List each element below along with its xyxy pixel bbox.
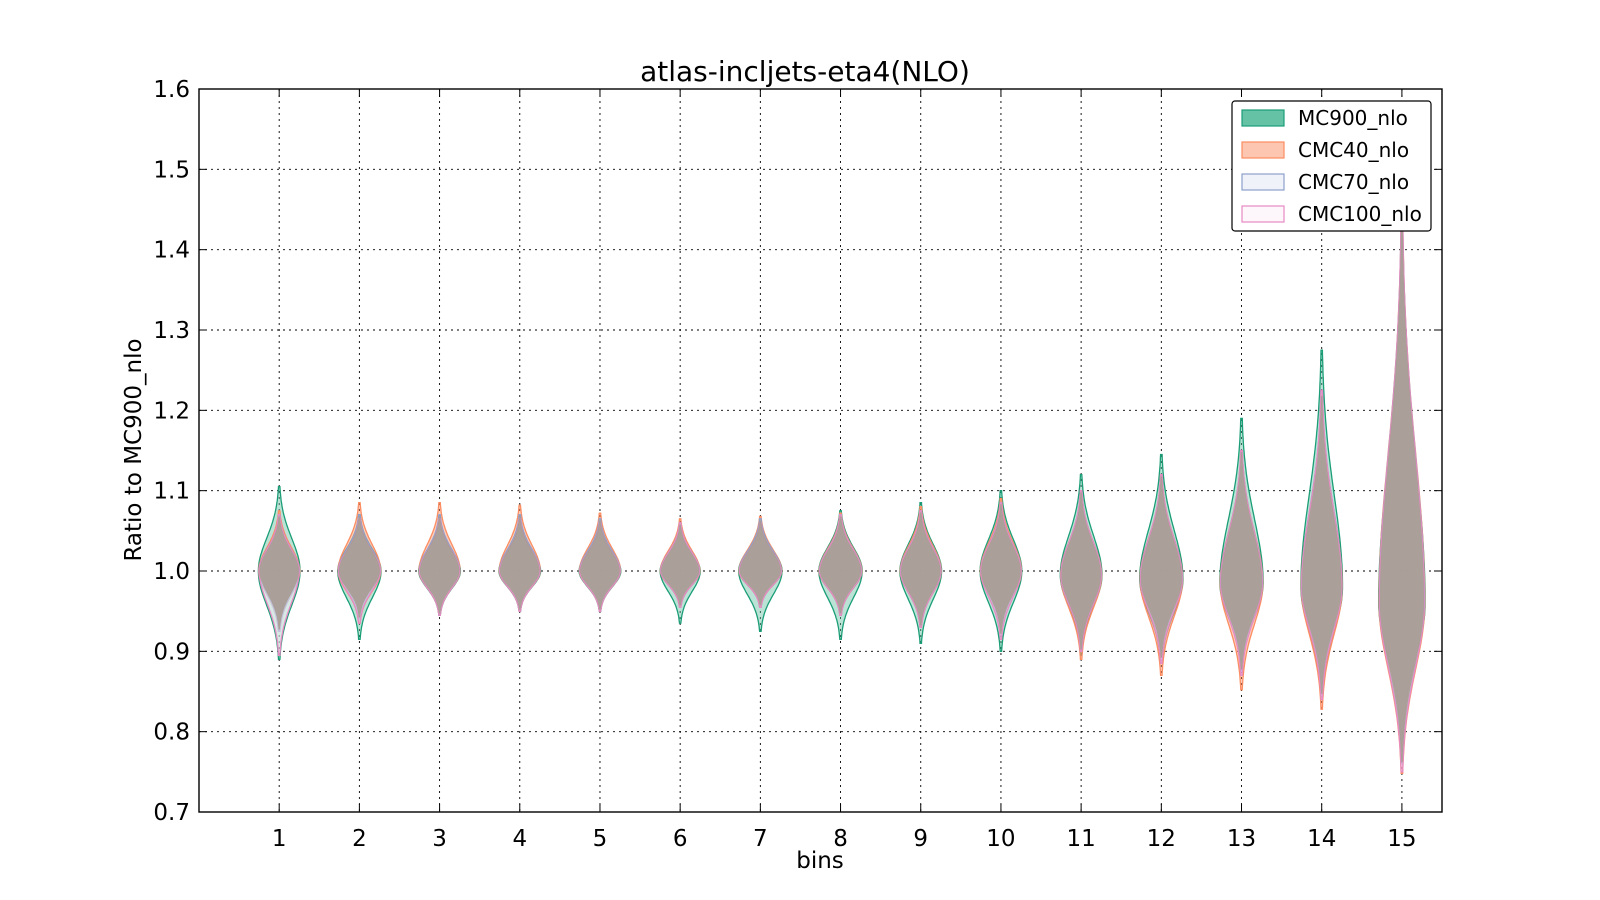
y-tick-label: 1.5: [153, 157, 190, 183]
legend-swatch: [1241, 141, 1285, 159]
x-tick-label: 2: [352, 826, 367, 852]
y-tick-label: 1.4: [153, 238, 190, 264]
violin-overlap-bin-1: [259, 516, 299, 630]
x-tick-label: 12: [1147, 826, 1176, 852]
y-tick-label: 1.1: [153, 479, 190, 505]
plot-frame: [198, 88, 1443, 813]
violin-overlap-bin-6: [661, 524, 700, 606]
violin-overlap-bin-9: [900, 512, 941, 626]
violin-overlap-bin-4: [500, 516, 540, 610]
legend-swatch: [1241, 109, 1285, 127]
y-tick-label: 1.3: [153, 318, 190, 344]
y-axis-ticks: 0.7 0.8 0.9 1.0 1.1 1.2 1.3 1.4 1.5 1.6: [153, 77, 1442, 826]
legend-swatch: [1241, 205, 1285, 223]
x-tick-label: 1: [272, 826, 287, 852]
legend-label: CMC100_nlo: [1298, 202, 1422, 226]
x-tick-label: 13: [1227, 826, 1256, 852]
violin-overlap-bin-2: [338, 516, 380, 618]
legend: MC900_nlo CMC40_nlo CMC70_nlo CMC100_nlo: [1231, 100, 1432, 232]
x-tick-label: 14: [1307, 826, 1336, 852]
x-tick-label: 11: [1066, 826, 1095, 852]
x-tick-label: 6: [673, 826, 688, 852]
violin-overlap-bin-11: [1061, 492, 1101, 650]
x-axis-label: bins: [796, 848, 844, 874]
violin-overlap-bin-5: [580, 520, 620, 610]
legend-frame: [1231, 100, 1432, 232]
violin-overlap-bin-8: [820, 516, 862, 614]
violin-overlap-bin-10: [981, 504, 1021, 634]
chart-title: atlas-incljets-eta4(NLO): [640, 55, 970, 88]
y-tick-label: 1.6: [153, 77, 190, 103]
legend-label: MC900_nlo: [1298, 106, 1408, 130]
x-tick-label: 3: [432, 826, 447, 852]
x-tick-label: 9: [913, 826, 928, 852]
x-tick-label: 4: [512, 826, 527, 852]
violin-overlap-bin-13: [1220, 452, 1263, 670]
y-tick-label: 0.7: [153, 800, 190, 826]
x-tick-label: 10: [986, 826, 1015, 852]
x-tick-label: 8: [833, 826, 848, 852]
legend-label: CMC70_nlo: [1298, 170, 1409, 194]
x-tick-label: 5: [593, 826, 608, 852]
x-axis-ticks: 1 2 3 4 5 6 7 8 9 10 11 12 13 14 15: [272, 89, 1417, 852]
x-tick-label: 15: [1387, 826, 1416, 852]
x-tick-label: 7: [753, 826, 768, 852]
violin-overlap-bin-3: [419, 516, 460, 614]
violin-overlap-bin-12: [1140, 476, 1182, 658]
y-axis-label: Ratio to MC900_nlo: [121, 338, 147, 561]
y-tick-label: 1.2: [153, 398, 190, 424]
y-tick-label: 0.9: [153, 639, 190, 665]
y-tick-label: 0.8: [153, 720, 190, 746]
legend-label: CMC40_nlo: [1298, 138, 1409, 162]
violin-overlap-bin-14: [1301, 395, 1342, 694]
violin-overlap-bin-15: [1379, 219, 1424, 763]
violins: [257, 216, 1426, 775]
y-tick-label: 1.0: [153, 559, 190, 585]
violin-overlap-bin-7: [739, 520, 781, 606]
legend-swatch: [1241, 173, 1285, 191]
